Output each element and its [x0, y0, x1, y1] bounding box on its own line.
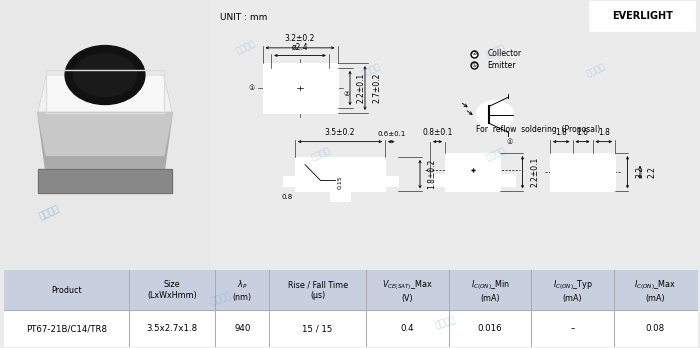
- Text: 3.2: 3.2: [635, 166, 644, 178]
- Text: 超毅电子: 超毅电子: [310, 146, 332, 163]
- Ellipse shape: [65, 46, 145, 104]
- Ellipse shape: [74, 54, 136, 96]
- Text: 超毅电子: 超毅电子: [485, 146, 507, 163]
- Text: UNIT : mm: UNIT : mm: [220, 14, 267, 22]
- Polygon shape: [38, 112, 172, 156]
- Text: For  reflow  soldering  (Proposal): For reflow soldering (Proposal): [476, 125, 600, 134]
- Text: 2.2±0.1: 2.2±0.1: [356, 73, 365, 103]
- Bar: [573, 153, 592, 191]
- Text: 超毅电子: 超毅电子: [38, 205, 61, 222]
- Text: 1.6: 1.6: [577, 128, 589, 137]
- Text: Emitter: Emitter: [487, 61, 516, 70]
- Text: EVERLIGHT: EVERLIGHT: [612, 11, 673, 21]
- Text: $I_{C(ON)}$_Min
(mA): $I_{C(ON)}$_Min (mA): [470, 278, 510, 303]
- Text: ①: ①: [471, 63, 477, 68]
- Bar: [430, 174, 445, 186]
- Text: 0.016: 0.016: [477, 324, 503, 333]
- Circle shape: [476, 100, 514, 129]
- Text: 0.15: 0.15: [337, 175, 342, 189]
- Text: 0.8: 0.8: [281, 194, 293, 200]
- Text: 3.5x2.7x1.8: 3.5x2.7x1.8: [147, 324, 198, 333]
- Bar: [445, 153, 500, 191]
- Text: 1.8: 1.8: [598, 128, 610, 137]
- Text: $\lambda_{P}$
(nm): $\lambda_{P}$ (nm): [232, 278, 252, 302]
- Text: 2.2: 2.2: [648, 166, 657, 178]
- Text: 超毅电子: 超毅电子: [360, 62, 382, 79]
- Bar: [283, 176, 295, 186]
- Text: 0.4: 0.4: [400, 324, 414, 333]
- Bar: [385, 176, 398, 186]
- Text: 0.8±0.1: 0.8±0.1: [422, 128, 453, 137]
- Text: Collector: Collector: [487, 49, 522, 58]
- Bar: [4, 270, 696, 310]
- Text: 超毅电子: 超毅电子: [235, 39, 257, 56]
- Bar: [38, 169, 172, 193]
- Bar: [550, 153, 573, 191]
- Bar: [330, 191, 350, 201]
- Text: 940: 940: [234, 324, 251, 333]
- Text: ø2.4: ø2.4: [292, 43, 308, 52]
- Text: Product: Product: [51, 286, 82, 295]
- Text: 2.7±0.2: 2.7±0.2: [372, 73, 382, 103]
- Bar: [500, 174, 515, 186]
- Text: Rise / Fall Time
(μs): Rise / Fall Time (μs): [288, 280, 348, 300]
- Text: $V_{CE(SAT)}$_Max
(V): $V_{CE(SAT)}$_Max (V): [382, 278, 433, 303]
- Text: PT67-21B/C14/TR8: PT67-21B/C14/TR8: [26, 324, 107, 333]
- Text: 3.2±0.2: 3.2±0.2: [285, 34, 315, 43]
- Text: 0.6±0.1: 0.6±0.1: [377, 131, 405, 137]
- Text: ①: ①: [248, 85, 255, 91]
- Bar: [295, 157, 385, 191]
- Text: 超毅电子: 超毅电子: [210, 291, 233, 306]
- Text: 超毅电子: 超毅电子: [585, 62, 607, 79]
- Bar: [365, 165, 380, 184]
- Bar: [590, 2, 695, 31]
- Polygon shape: [38, 75, 172, 112]
- Polygon shape: [38, 112, 172, 174]
- Text: ②: ②: [344, 91, 349, 97]
- Bar: [46, 70, 164, 112]
- Text: ①: ①: [507, 139, 513, 144]
- Bar: [592, 153, 615, 191]
- Text: $I_{C(ON)}$_Max
(mA): $I_{C(ON)}$_Max (mA): [634, 278, 676, 303]
- Text: 3.5±0.2: 3.5±0.2: [325, 128, 355, 137]
- Text: 1.8±0.2: 1.8±0.2: [428, 159, 437, 189]
- Text: 0.08: 0.08: [645, 324, 665, 333]
- Bar: [38, 169, 172, 193]
- Text: 2.2±0.1: 2.2±0.1: [530, 157, 539, 187]
- Text: Size
(LxWxHmm): Size (LxWxHmm): [148, 280, 197, 300]
- Text: 1.8: 1.8: [555, 128, 567, 137]
- Bar: [46, 75, 164, 112]
- Text: 15 / 15: 15 / 15: [302, 324, 333, 333]
- Bar: [300, 165, 315, 184]
- Text: –: –: [570, 324, 575, 333]
- Ellipse shape: [458, 160, 486, 181]
- Bar: [295, 84, 305, 92]
- Text: $I_{C(ON)}$_Typ
(mA): $I_{C(ON)}$_Typ (mA): [553, 278, 592, 303]
- Ellipse shape: [272, 68, 329, 108]
- Text: 超毅电子: 超毅电子: [485, 43, 507, 60]
- Text: ②: ②: [471, 51, 477, 56]
- Text: 超毅电子: 超毅电子: [434, 315, 457, 330]
- Bar: [262, 63, 337, 113]
